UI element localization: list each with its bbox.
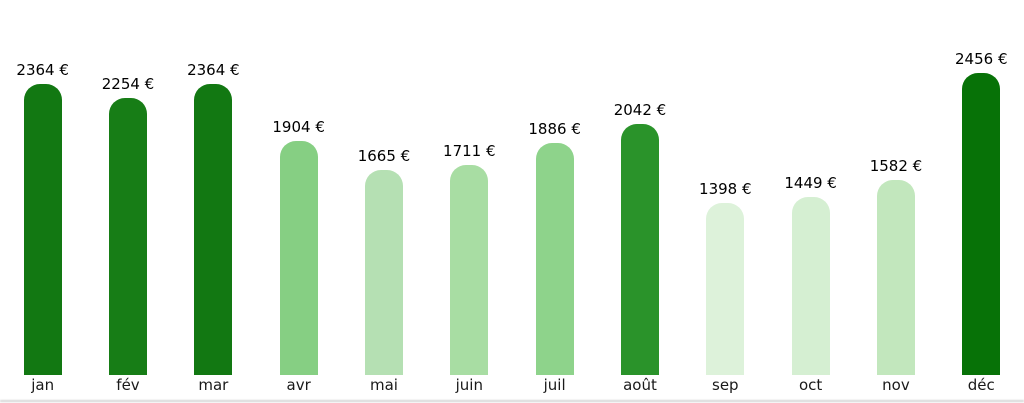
bar-value-label: 1449 € bbox=[784, 174, 837, 192]
tick-group-août: août bbox=[597, 375, 682, 399]
x-tick-label: fév bbox=[116, 376, 140, 394]
tick-group-avr: avr bbox=[256, 375, 341, 399]
x-axis-tick-labels: jan fév mar avr mai juin juil août sep oct nov déc bbox=[0, 375, 1024, 399]
bar-value-label: 1711 € bbox=[443, 142, 496, 160]
x-tick-label: déc bbox=[967, 376, 995, 394]
x-tick-label: nov bbox=[882, 376, 910, 394]
tick-group-sep: sep bbox=[683, 375, 768, 399]
bar-déc bbox=[962, 73, 1001, 375]
bar-value-label: 1886 € bbox=[528, 120, 581, 138]
bar-group-fév: 2254 € bbox=[85, 0, 170, 375]
x-tick-label: oct bbox=[798, 376, 823, 394]
x-tick-label: jan bbox=[31, 376, 55, 394]
tick-group-nov: nov bbox=[853, 375, 938, 399]
bar-sep bbox=[706, 203, 745, 375]
bar-group-août: 2042 € bbox=[597, 0, 682, 375]
x-tick-label: août bbox=[623, 376, 657, 394]
x-tick-label: juin bbox=[455, 376, 483, 394]
bar-juin bbox=[450, 165, 489, 375]
bar-group-sep: 1398 € bbox=[683, 0, 768, 375]
bar-group-avr: 1904 € bbox=[256, 0, 341, 375]
bar-group-juil: 1886 € bbox=[512, 0, 597, 375]
tick-group-oct: oct bbox=[768, 375, 853, 399]
bar-group-nov: 1582 € bbox=[853, 0, 938, 375]
bar-group-déc: 2456 € bbox=[939, 0, 1024, 375]
tick-group-mai: mai bbox=[341, 375, 426, 399]
bar-oct bbox=[791, 197, 830, 375]
x-tick-label: avr bbox=[286, 376, 311, 394]
bar-group-oct: 1449 € bbox=[768, 0, 853, 375]
bar-value-label: 1904 € bbox=[272, 118, 325, 136]
bottom-divider-line bbox=[0, 400, 1024, 402]
bar-value-label: 1582 € bbox=[869, 157, 923, 175]
bar-group-juin: 1711 € bbox=[427, 0, 512, 375]
bar-group-mar: 2364 € bbox=[171, 0, 256, 375]
bar-value-label: 2042 € bbox=[613, 101, 667, 119]
bar-juil bbox=[535, 143, 574, 375]
bar-value-label: 2254 € bbox=[101, 75, 155, 93]
x-tick-label: juil bbox=[543, 376, 566, 394]
bar-value-label: 1665 € bbox=[357, 147, 411, 165]
x-tick-label: mar bbox=[198, 376, 229, 394]
bar-group-mai: 1665 € bbox=[341, 0, 426, 375]
bar-fév bbox=[108, 98, 147, 375]
bar-value-label: 2364 € bbox=[187, 61, 240, 79]
bar-mar bbox=[194, 84, 233, 375]
plot-area: 2364 € 2254 € 2364 € 1904 € 1665 € 1711 € 1886… bbox=[0, 0, 1024, 375]
bar-nov bbox=[876, 180, 915, 375]
tick-group-jan: jan bbox=[0, 375, 85, 399]
tick-group-déc: déc bbox=[939, 375, 1024, 399]
tick-group-mar: mar bbox=[171, 375, 256, 399]
x-tick-label: mai bbox=[369, 376, 398, 394]
bar-value-label: 2456 € bbox=[955, 50, 1008, 68]
bar-août bbox=[620, 124, 659, 375]
bar-jan bbox=[23, 84, 62, 375]
bar-avr bbox=[279, 141, 318, 375]
bar-value-label: 1398 € bbox=[699, 180, 752, 198]
bar-group-jan: 2364 € bbox=[0, 0, 85, 375]
x-tick-label: sep bbox=[712, 376, 739, 394]
tick-group-juil: juil bbox=[512, 375, 597, 399]
tick-group-fév: fév bbox=[85, 375, 170, 399]
bar-mai bbox=[364, 170, 403, 375]
tick-group-juin: juin bbox=[427, 375, 512, 399]
bar-value-label: 2364 € bbox=[16, 61, 69, 79]
